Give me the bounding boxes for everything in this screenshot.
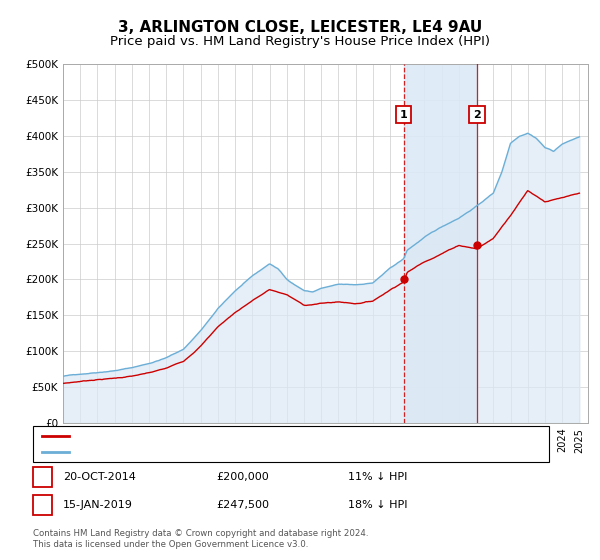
Text: 1: 1 [400,110,407,120]
Text: 2: 2 [39,500,46,510]
Text: £200,000: £200,000 [216,472,269,482]
Text: 1: 1 [39,472,46,482]
Text: 15-JAN-2019: 15-JAN-2019 [63,500,133,510]
Text: 3, ARLINGTON CLOSE, LEICESTER, LE4 9AU (detached house): 3, ARLINGTON CLOSE, LEICESTER, LE4 9AU (… [76,431,395,441]
Bar [404,64,477,423]
Text: Contains HM Land Registry data © Crown copyright and database right 2024.
This d: Contains HM Land Registry data © Crown c… [33,529,368,549]
Text: 18% ↓ HPI: 18% ↓ HPI [348,500,407,510]
Text: £247,500: £247,500 [216,500,269,510]
Text: HPI: Average price, detached house, Leicester: HPI: Average price, detached house, Leic… [76,447,317,457]
Text: 11% ↓ HPI: 11% ↓ HPI [348,472,407,482]
Text: 3, ARLINGTON CLOSE, LEICESTER, LE4 9AU: 3, ARLINGTON CLOSE, LEICESTER, LE4 9AU [118,20,482,35]
Text: 2: 2 [473,110,481,120]
Text: Price paid vs. HM Land Registry's House Price Index (HPI): Price paid vs. HM Land Registry's House … [110,35,490,48]
Text: 20-OCT-2014: 20-OCT-2014 [63,472,136,482]
